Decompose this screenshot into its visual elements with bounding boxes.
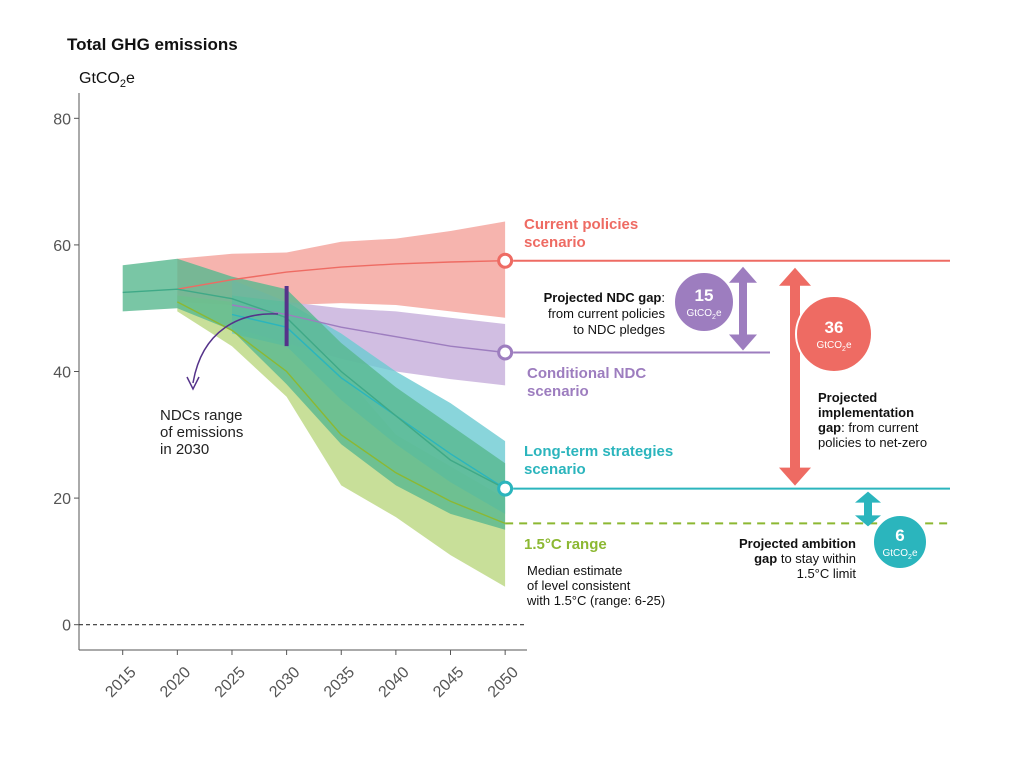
- x-tick-label: 2015: [102, 664, 139, 701]
- x-tick-label: 2040: [376, 664, 413, 701]
- scenario-label-c15: 1.5°C range: [524, 536, 607, 553]
- ndc-gap-description: from current policies: [548, 306, 666, 321]
- endpoint-marker-ndc: [497, 344, 514, 361]
- c15-note-line: of level consistent: [527, 578, 631, 593]
- implementation-gap-description: Projected: [818, 390, 877, 405]
- y-tick-label: 60: [53, 238, 71, 255]
- implementation-gap-arrow: [779, 267, 811, 486]
- implementation-gap-bubble-unit: GtCO2e: [816, 340, 851, 353]
- y-axis-unit-label: GtCO2e: [79, 70, 135, 90]
- endpoint-marker-current: [497, 252, 514, 269]
- ndc-gap-bubble-value: 15: [695, 286, 714, 305]
- implementation-gap-description: implementation: [818, 405, 914, 420]
- implementation-gap-description: policies to net-zero: [818, 435, 927, 450]
- ndc-range-note-line: in 2030: [160, 441, 209, 458]
- ndc-range-note-line: NDCs range: [160, 407, 243, 424]
- x-tick-label: 2035: [321, 664, 358, 701]
- implementation-gap-bubble-value: 36: [825, 318, 844, 337]
- band-green: [122, 258, 506, 530]
- y-tick-label: 0: [62, 618, 71, 635]
- y-tick-label: 80: [53, 111, 71, 128]
- ndc-range-note-line: of emissions: [160, 424, 243, 441]
- ambition-gap-bubble-value: 6: [895, 526, 904, 545]
- ambition-gap-description: gap to stay within: [754, 551, 856, 566]
- scenario-label-lts: scenario: [524, 461, 586, 478]
- x-tick-label: 2050: [485, 664, 522, 701]
- implementation-gap-description: gap: from current: [818, 420, 919, 435]
- ndc-gap-description: Projected NDC gap:: [544, 290, 665, 305]
- x-tick-label: 2020: [157, 664, 194, 701]
- median-line-c15: [176, 301, 506, 525]
- scenario-median-lines: [122, 260, 506, 525]
- median-line-lts: [231, 313, 506, 490]
- x-tick-label: 2045: [430, 664, 467, 701]
- ambition-gap-description: Projected ambition: [739, 536, 856, 551]
- chart-title: Total GHG emissions: [67, 35, 238, 54]
- scenario-label-current: scenario: [524, 234, 586, 251]
- x-tick-label: 2030: [266, 664, 303, 701]
- ndc-note-arrow: [192, 313, 279, 384]
- y-tick-label: 20: [53, 491, 71, 508]
- ndc-gap-bubble-unit: GtCO2e: [686, 308, 721, 321]
- median-line-current: [177, 260, 506, 290]
- ambition-gap-description: 1.5°C limit: [797, 566, 857, 581]
- ndc-gap-bubble: [673, 271, 735, 333]
- scenario-label-ndc: Conditional NDC: [527, 365, 646, 382]
- scenario-label-lts: Long-term strategies: [524, 443, 673, 460]
- median-line-green: [122, 288, 506, 490]
- ambition-gap-arrow: [855, 491, 881, 527]
- endpoint-marker-lts: [497, 480, 514, 497]
- x-tick-label: 2025: [212, 664, 249, 701]
- implementation-gap-bubble: [795, 295, 873, 373]
- scenario-label-current: Current policies: [524, 216, 638, 233]
- ambition-gap-bubble: [872, 514, 928, 570]
- c15-note-line: with 1.5°C (range: 6-25): [526, 593, 665, 608]
- ndc-note-arrow-head: [186, 376, 200, 391]
- median-line-ndc: [231, 304, 506, 354]
- y-tick-label: 40: [53, 365, 71, 382]
- scenario-label-ndc: scenario: [527, 383, 589, 400]
- ndc-gap-description: to NDC pledges: [573, 322, 665, 337]
- c15-note-line: Median estimate: [527, 563, 622, 578]
- ambition-gap-bubble-unit: GtCO2e: [882, 548, 917, 561]
- ndc-gap-arrow: [729, 266, 757, 351]
